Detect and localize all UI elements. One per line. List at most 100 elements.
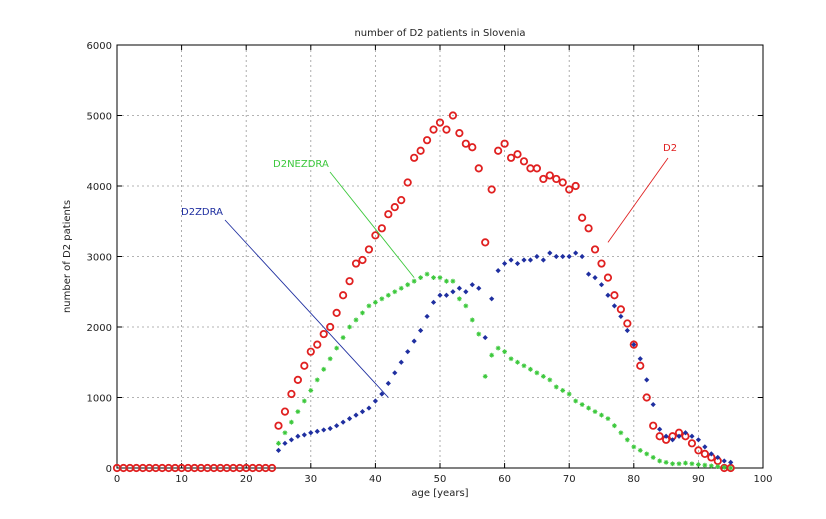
data-point	[708, 463, 714, 469]
data-point	[463, 303, 469, 309]
data-point	[469, 282, 475, 288]
data-point	[489, 296, 495, 302]
x-tick-label: 50	[434, 474, 447, 485]
data-point	[282, 430, 288, 436]
data-point	[275, 447, 282, 453]
data-point	[366, 303, 372, 309]
data-point	[392, 289, 398, 295]
data-point	[429, 125, 438, 134]
data-point	[502, 260, 508, 267]
data-point	[288, 437, 295, 443]
data-point	[313, 340, 322, 349]
data-point	[553, 253, 559, 260]
data-point	[527, 257, 534, 263]
data-point	[560, 253, 566, 260]
x-tick-label: 100	[753, 474, 772, 485]
data-point	[728, 459, 734, 465]
data-point	[585, 271, 592, 277]
data-point	[721, 458, 727, 464]
y-tick-label: 4000	[87, 182, 112, 193]
data-point	[644, 451, 650, 457]
data-point	[351, 259, 361, 268]
data-point	[456, 296, 462, 302]
data-point	[669, 437, 676, 443]
annotation-label: D2	[663, 143, 677, 154]
data-point	[637, 356, 643, 362]
x-tick-label: 30	[304, 474, 317, 485]
data-point	[532, 164, 542, 173]
data-point	[282, 440, 288, 446]
data-point	[345, 277, 354, 286]
annotation-label: D2NEZDRA	[273, 159, 329, 170]
data-point	[392, 370, 398, 376]
data-point	[566, 253, 572, 260]
data-point	[371, 231, 380, 240]
data-point	[379, 296, 385, 302]
data-point	[579, 402, 585, 407]
data-point	[405, 349, 411, 355]
data-point	[437, 275, 443, 281]
data-point	[494, 146, 503, 155]
data-point	[469, 317, 475, 323]
annotation-leader-line	[329, 171, 415, 278]
data-point	[385, 380, 391, 386]
data-point	[578, 213, 587, 222]
data-point	[418, 275, 424, 281]
data-point	[448, 111, 458, 120]
data-point	[398, 359, 404, 365]
data-point	[624, 437, 630, 443]
data-point	[482, 334, 488, 341]
data-point	[624, 327, 630, 334]
data-point	[476, 331, 482, 337]
data-point	[715, 464, 721, 469]
data-point	[700, 449, 709, 458]
data-point	[308, 388, 314, 393]
data-point	[334, 423, 340, 429]
y-tick-label: 1000	[87, 394, 112, 405]
data-point	[340, 419, 346, 425]
data-point	[435, 118, 445, 127]
x-axis-label: age [years]	[411, 488, 468, 499]
data-point	[616, 305, 625, 314]
data-point	[649, 421, 658, 430]
data-point	[379, 391, 385, 397]
data-point	[670, 461, 675, 467]
data-point	[360, 310, 365, 316]
data-point	[403, 178, 412, 187]
data-point	[411, 278, 417, 284]
x-tick-label: 90	[692, 474, 705, 485]
y-tick-label: 3000	[87, 253, 112, 264]
data-point	[694, 446, 703, 455]
data-point	[502, 349, 507, 355]
data-point	[566, 391, 572, 397]
data-point	[508, 257, 514, 263]
data-point	[637, 447, 643, 453]
data-point	[629, 340, 638, 349]
data-point	[612, 423, 617, 429]
data-point	[384, 210, 393, 219]
data-point	[552, 174, 561, 184]
data-point	[346, 416, 353, 422]
data-point	[682, 430, 689, 436]
data-point	[422, 136, 432, 145]
data-point	[547, 250, 553, 256]
data-point	[695, 437, 701, 443]
data-point	[513, 150, 522, 159]
data-point	[450, 289, 456, 295]
data-point	[605, 416, 611, 422]
data-point	[623, 319, 632, 328]
data-point	[545, 171, 554, 180]
data-point	[514, 260, 521, 267]
data-point	[474, 164, 483, 173]
data-point	[489, 352, 495, 358]
data-point	[373, 299, 378, 305]
x-tick-label: 0	[114, 474, 120, 485]
series-d2zdra	[275, 250, 734, 465]
data-point	[683, 460, 688, 466]
data-point	[521, 257, 527, 263]
data-point	[332, 308, 341, 317]
data-point	[721, 464, 727, 470]
x-tick-label: 10	[175, 474, 188, 485]
data-point	[295, 409, 301, 414]
data-point	[650, 455, 656, 460]
